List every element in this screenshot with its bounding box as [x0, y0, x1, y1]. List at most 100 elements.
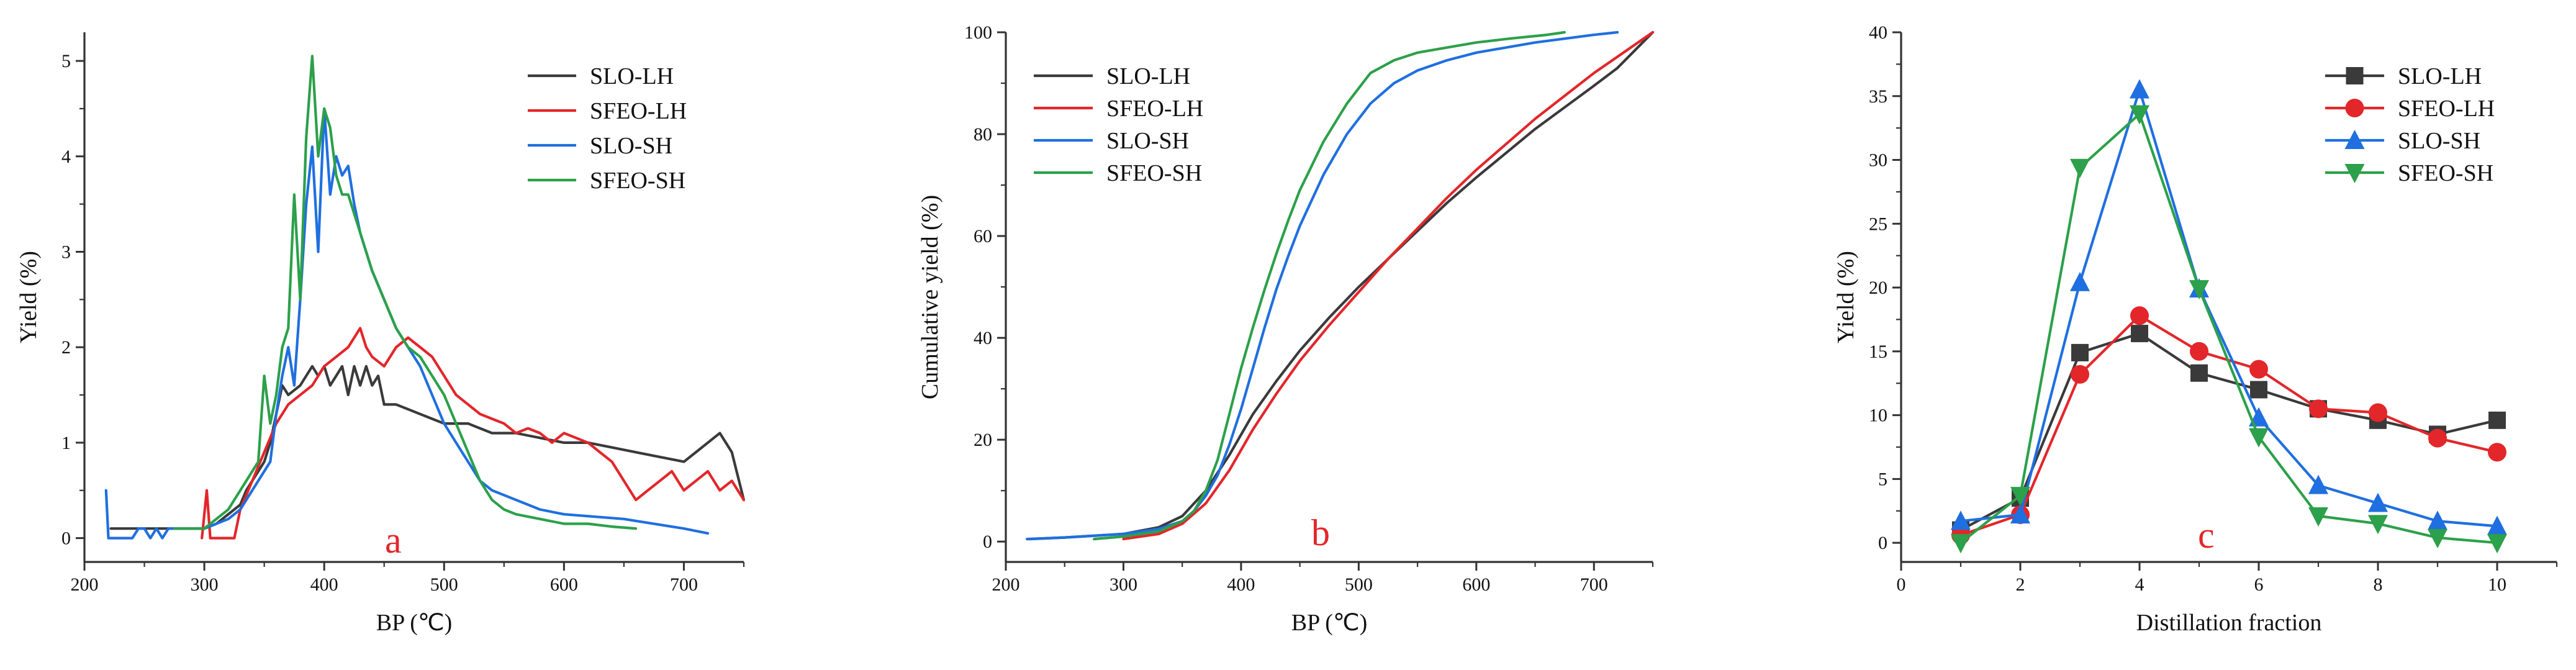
y-tick-label: 5 — [61, 51, 71, 71]
data-point-SFEO-LH-5 — [2190, 342, 2208, 361]
series-line-SLO-SH — [104, 107, 710, 540]
x-tick-label: 300 — [191, 574, 219, 595]
x-tick-label: 500 — [430, 574, 458, 595]
data-point-SFEO-LH-7 — [2309, 399, 2328, 419]
legend-label-SLO-SH: SLO-SH — [1106, 128, 1189, 154]
series-line-SFEO-SH — [1959, 112, 2499, 545]
data-point-SFEO-SH-2 — [2010, 487, 2030, 507]
series-SFEO-SH — [173, 55, 638, 530]
y-tick-label: 10 — [1869, 405, 1887, 426]
y-tick-label: 4 — [61, 147, 71, 167]
series-line-SFEO-LH — [201, 327, 746, 540]
data-point-SFEO-SH-8 — [2368, 515, 2388, 535]
series-line-SFEO-LH — [1959, 314, 2499, 536]
legend-marker-SLO-SH — [2344, 130, 2365, 149]
legend-label-SLO-LH: SLO-LH — [590, 63, 674, 89]
y-tick-label: 1 — [61, 433, 71, 453]
data-point-SLO-SH-3 — [2070, 271, 2090, 291]
legend-label-SFEO-SH: SFEO-SH — [1106, 160, 1202, 186]
legend-marker-SLO-LH — [2346, 67, 2364, 84]
series-SLO-SH — [104, 107, 710, 540]
series-SFEO-LH — [201, 327, 746, 540]
y-tick-label: 40 — [974, 328, 992, 348]
y-tick-label: 2 — [61, 337, 71, 358]
legend: SLO-LH SFEO-LH SLO-SH SFEO-SH — [1034, 63, 1203, 186]
data-point-SFEO-SH-9 — [2428, 528, 2447, 548]
panel-a: 200 300 400 500 600 700 0 1 2 3 4 5 BP (℃) Yield (%) S… — [16, 32, 746, 636]
x-tick-label: 0 — [1897, 574, 1906, 595]
legend-label-SLO-LH: SLO-LH — [1106, 63, 1190, 89]
panel-letter: c — [2198, 515, 2215, 556]
y-tick-label: 100 — [964, 22, 992, 43]
data-point-SLO-LH-6 — [2250, 381, 2267, 399]
legend-label-SLO-SH: SLO-SH — [590, 133, 672, 159]
data-point-SFEO-LH-9 — [2428, 428, 2447, 448]
x-axis-title: BP (℃) — [376, 610, 453, 636]
x-tick-label: 700 — [670, 574, 698, 595]
series-SFEO-LH — [1951, 306, 2506, 545]
y-tick-label: 15 — [1869, 342, 1887, 362]
series-SFEO-LH — [1122, 30, 1655, 541]
x-axis-title: Distillation fraction — [2136, 610, 2322, 636]
x-tick-label: 10 — [2488, 574, 2506, 595]
legend: SLO-LH SFEO-LH SLO-SH SFEO-SH — [2325, 63, 2495, 186]
panel-letter: a — [385, 520, 402, 561]
data-point-SLO-LH-4 — [2131, 325, 2148, 343]
x-tick-label: 200 — [992, 574, 1020, 595]
data-point-SLO-LH-10 — [2488, 411, 2506, 429]
x-tick-label: 700 — [1580, 574, 1608, 595]
series-line-SLO-SH — [1959, 88, 2499, 528]
y-tick-label: 25 — [1869, 214, 1887, 234]
series-SFEO-SH — [1951, 105, 2507, 554]
series-line-SFEO-LH — [1122, 30, 1655, 541]
y-axis-title: Yield (%) — [16, 251, 42, 343]
data-point-SLO-SH-4 — [2130, 79, 2149, 99]
data-point-SLO-SH-7 — [2308, 474, 2328, 494]
data-point-SLO-SH-10 — [2487, 515, 2507, 535]
y-tick-label: 35 — [1869, 86, 1887, 107]
series-SLO-LH — [1028, 30, 1655, 541]
y-tick-label: 0 — [983, 532, 992, 552]
data-point-SFEO-LH-10 — [2488, 443, 2506, 462]
legend-label-SFEO-LH: SFEO-LH — [1106, 96, 1203, 122]
x-tick-label: 6 — [2254, 574, 2264, 595]
data-point-SLO-SH-9 — [2428, 510, 2447, 530]
data-point-SFEO-LH-8 — [2369, 403, 2387, 422]
data-point-SFEO-SH-3 — [2070, 158, 2090, 178]
x-tick-label: 300 — [1109, 574, 1137, 595]
x-tick-label: 500 — [1345, 574, 1373, 595]
panel-b: 200 300 400 500 600 700 0 20 40 60 80 100 BP (℃) Cumu… — [917, 22, 1655, 636]
x-tick-label: 2 — [2016, 574, 2025, 595]
legend-marker-SFEO-SH — [2344, 164, 2365, 183]
y-axis-title: Yield (%) — [1833, 251, 1859, 343]
series-SLO-SH — [1951, 79, 2507, 535]
y-tick-label: 60 — [974, 226, 992, 247]
data-point-SFEO-LH-3 — [2071, 364, 2089, 384]
y-axis-title: Cumulative yield (%) — [917, 195, 943, 399]
data-point-SFEO-SH-1 — [1951, 534, 1971, 554]
y-tick-label: 20 — [974, 430, 992, 450]
x-tick-label: 200 — [71, 574, 99, 595]
panel-letter: b — [1311, 512, 1330, 553]
data-point-SFEO-LH-6 — [2249, 360, 2268, 379]
legend-label-SLO-SH: SLO-SH — [2398, 128, 2480, 154]
x-tick-label: 8 — [2374, 574, 2383, 595]
series-line-SLO-LH — [109, 364, 746, 530]
y-tick-label: 0 — [61, 528, 71, 549]
data-point-SFEO-SH-4 — [2130, 105, 2149, 125]
y-tick-label: 20 — [1869, 278, 1887, 298]
x-tick-label: 400 — [310, 574, 338, 595]
series-SLO-LH — [109, 364, 746, 530]
legend-label-SLO-LH: SLO-LH — [2398, 63, 2482, 89]
panel-c: 0 2 4 6 8 10 0 5 10 15 20 25 30 35 40 Distillation frac… — [1833, 22, 2558, 636]
data-point-SLO-SH-2 — [2010, 504, 2030, 523]
data-point-SFEO-SH-5 — [2189, 280, 2209, 300]
legend-label-SFEO-LH: SFEO-LH — [2398, 96, 2495, 122]
series-line-SFEO-SH — [1092, 30, 1566, 541]
x-tick-label: 400 — [1227, 574, 1255, 595]
legend-marker-SFEO-LH — [2345, 99, 2364, 117]
x-tick-label: 600 — [1462, 574, 1490, 595]
data-point-SFEO-SH-10 — [2487, 534, 2507, 554]
x-tick-label: 600 — [550, 574, 578, 595]
